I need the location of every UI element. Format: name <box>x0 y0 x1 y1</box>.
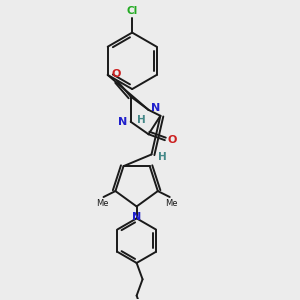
Text: Cl: Cl <box>127 6 138 16</box>
Text: N: N <box>132 212 141 222</box>
Text: H: H <box>137 115 146 125</box>
Text: H: H <box>158 152 167 162</box>
Text: Me: Me <box>96 200 108 208</box>
Text: O: O <box>111 69 121 79</box>
Text: Me: Me <box>165 200 178 208</box>
Text: N: N <box>152 103 161 113</box>
Text: N: N <box>118 117 127 127</box>
Text: O: O <box>167 135 177 145</box>
